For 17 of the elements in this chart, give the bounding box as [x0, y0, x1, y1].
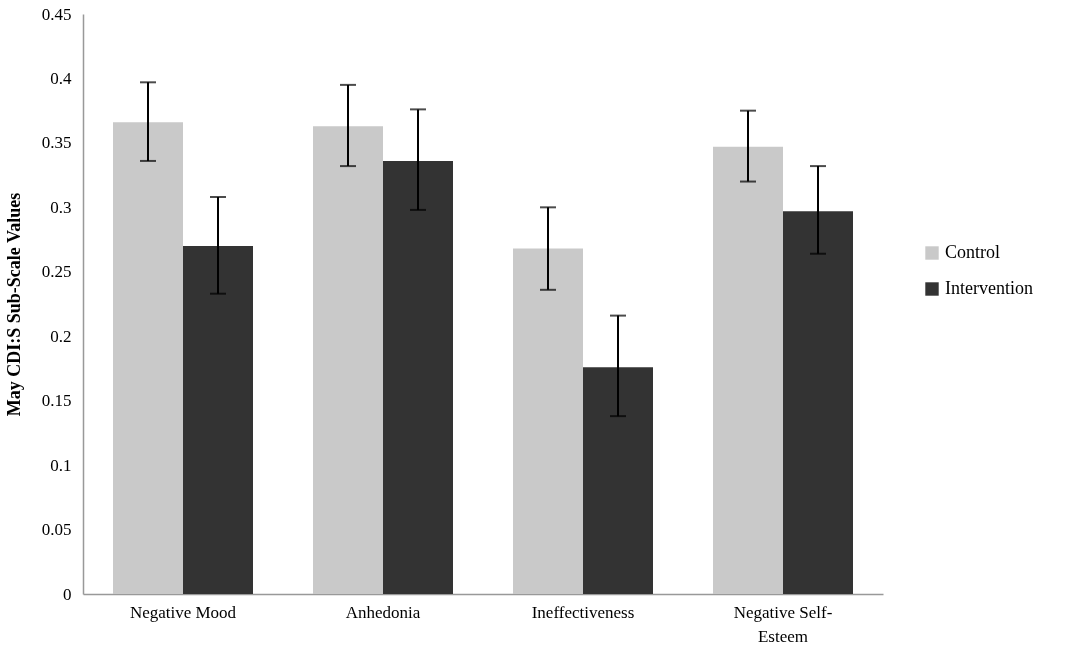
- y-tick-label: 0.2: [50, 326, 72, 346]
- x-tick-label: Negative Self-Esteem: [733, 602, 833, 646]
- y-tick-label: 0.35: [41, 133, 72, 153]
- legend-label: Control: [945, 242, 1001, 262]
- x-tick-label: Anhedonia: [345, 602, 421, 622]
- y-tick-label: 0.4: [50, 68, 72, 88]
- y-tick-label: 0.25: [41, 262, 72, 282]
- x-tick-label: Ineffectiveness: [531, 602, 635, 622]
- y-tick-label: 0.45: [41, 4, 72, 24]
- legend-label: Intervention: [945, 278, 1033, 298]
- y-tick-label: 0.05: [41, 520, 72, 540]
- x-tick-label: Negative Mood: [129, 602, 237, 622]
- y-tick-label: 0: [63, 584, 72, 604]
- y-tick-label: 0.1: [50, 455, 72, 475]
- y-axis-title: May CDI:S Sub-Scale Values: [3, 192, 24, 417]
- y-tick-label: 0.15: [41, 391, 72, 411]
- y-tick-label: 0.3: [50, 197, 72, 217]
